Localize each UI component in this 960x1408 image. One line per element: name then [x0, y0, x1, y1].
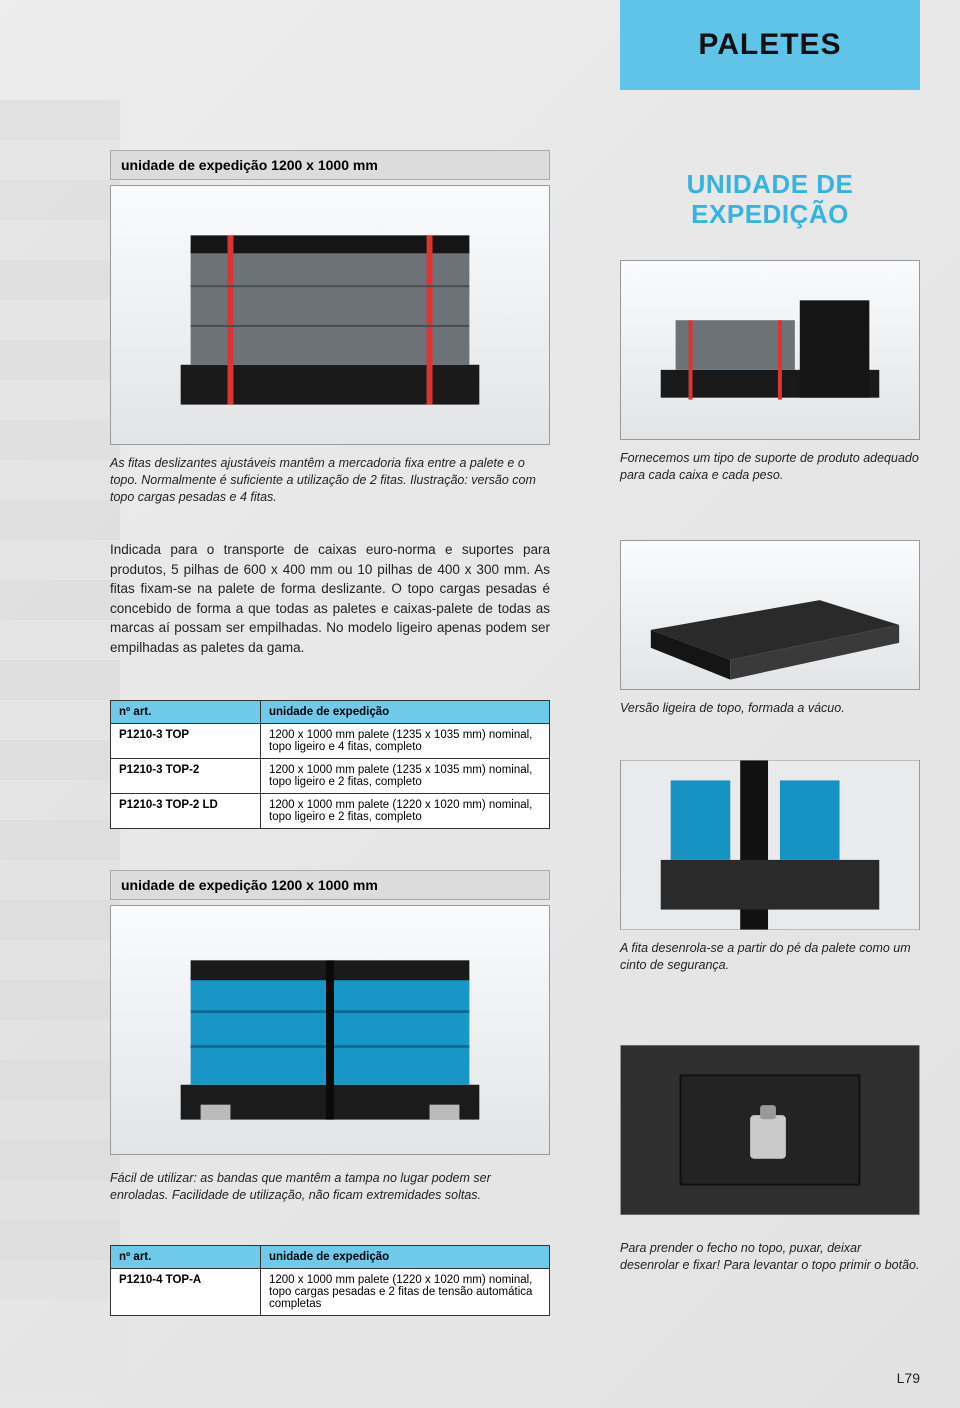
art-cell: P1210-4 TOP-A — [111, 1269, 261, 1316]
table1-col1: nº art. — [111, 701, 261, 724]
category-header-band: PALETES — [620, 0, 920, 90]
section1-side-caption: Fornecemos um tipo de suporte de produto… — [620, 450, 920, 484]
art-cell: P1210-3 TOP-2 — [111, 759, 261, 794]
section1-paragraph: Indicada para o transporte de caixas eur… — [110, 540, 550, 657]
page-number: L79 — [897, 1370, 920, 1386]
desc-cell: 1200 x 1000 mm palete (1235 x 1035 mm) n… — [261, 759, 550, 794]
table-row: P1210-3 TOP-2 1200 x 1000 mm palete (123… — [111, 759, 550, 794]
page-title: UNIDADE DE EXPEDIÇÃO — [620, 170, 920, 230]
section1-label: unidade de expedição 1200 x 1000 mm — [110, 150, 550, 180]
product-photo-light-top — [620, 540, 920, 690]
desc-cell: 1200 x 1000 mm palete (1220 x 1020 mm) n… — [261, 794, 550, 829]
section1-main-caption: As fitas deslizantes ajustáveis mantêm a… — [110, 455, 550, 506]
section2-bottom-caption: Fácil de utilizar: as bandas que mantêm … — [110, 1170, 550, 1204]
product-photo-blue-pallet — [110, 905, 550, 1155]
desc-cell: 1200 x 1000 mm palete (1220 x 1020 mm) n… — [261, 1269, 550, 1316]
product-photo-lock-detail — [620, 1045, 920, 1215]
product-photo-support — [620, 260, 920, 440]
art-cell: P1210-3 TOP-2 LD — [111, 794, 261, 829]
table1-col2: unidade de expedição — [261, 701, 550, 724]
category-title: PALETES — [698, 28, 841, 62]
product-photo-belt-detail — [620, 760, 920, 930]
photo5-caption: A fita desenrola-se a partir do pé da pa… — [620, 940, 920, 974]
product-photo-main-pallet-grey — [110, 185, 550, 445]
table-row: P1210-3 TOP 1200 x 1000 mm palete (1235 … — [111, 724, 550, 759]
art-cell: P1210-3 TOP — [111, 724, 261, 759]
table-row: P1210-4 TOP-A 1200 x 1000 mm palete (122… — [111, 1269, 550, 1316]
table-row: P1210-3 TOP-2 LD 1200 x 1000 mm palete (… — [111, 794, 550, 829]
table2-col2: unidade de expedição — [261, 1246, 550, 1269]
photo6-caption: Para prender o fecho no topo, puxar, dei… — [620, 1240, 920, 1274]
section2-label: unidade de expedição 1200 x 1000 mm — [110, 870, 550, 900]
spec-table-1: nº art. unidade de expedição P1210-3 TOP… — [110, 700, 550, 829]
spec-table-2: nº art. unidade de expedição P1210-4 TOP… — [110, 1245, 550, 1316]
photo3-caption: Versão ligeira de topo, formada a vácuo. — [620, 700, 920, 717]
table2-col1: nº art. — [111, 1246, 261, 1269]
title-line2: EXPEDIÇÃO — [691, 199, 849, 229]
title-line1: UNIDADE DE — [687, 169, 854, 199]
desc-cell: 1200 x 1000 mm palete (1235 x 1035 mm) n… — [261, 724, 550, 759]
